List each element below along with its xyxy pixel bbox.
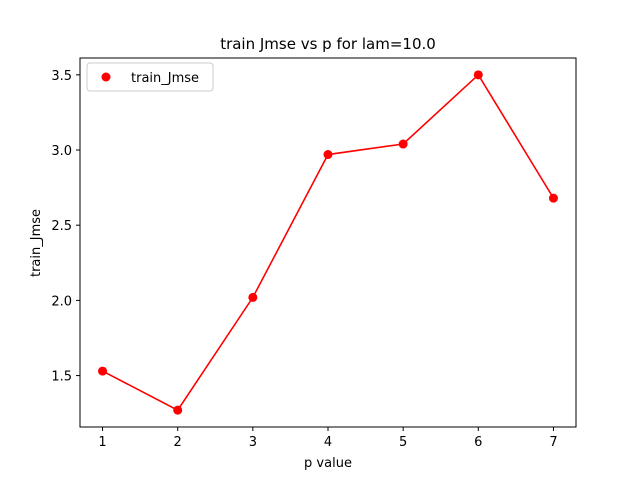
data-point [323, 150, 333, 160]
x-tick-label: 2 [174, 435, 182, 450]
legend-box [86, 62, 214, 92]
x-tick-label: 4 [324, 435, 332, 450]
x-tick-label: 1 [98, 435, 106, 450]
data-point [398, 139, 408, 149]
series-layer [98, 70, 558, 415]
y-tick-label: 1.5 [51, 370, 72, 385]
y-tick-label: 3.5 [51, 69, 72, 84]
y-tick-label: 2.0 [51, 294, 72, 309]
data-point [473, 70, 483, 80]
y-tick-label: 3.0 [51, 144, 72, 159]
data-point [548, 193, 558, 203]
data-point [248, 292, 258, 302]
y-axis-label: train_Jmse [29, 209, 44, 277]
y-axis: 1.5 2.0 2.5 3.0 3.5 [51, 69, 80, 385]
y-tick-label: 2.5 [51, 219, 72, 234]
data-point [173, 405, 183, 415]
x-tick-label: 3 [249, 435, 257, 450]
x-axis: 1 2 3 4 5 6 7 [98, 427, 558, 450]
chart-title: train Jmse vs p for lam=10.0 [220, 35, 436, 53]
x-tick-label: 5 [399, 435, 407, 450]
legend-marker [101, 72, 111, 82]
x-tick-label: 6 [474, 435, 482, 450]
data-point [98, 366, 108, 376]
legend: train_Jmse [86, 62, 214, 92]
plot-area [79, 57, 577, 428]
x-tick-label: 7 [549, 435, 557, 450]
legend-label: train_Jmse [131, 71, 199, 86]
x-axis-label: p value [304, 456, 352, 471]
